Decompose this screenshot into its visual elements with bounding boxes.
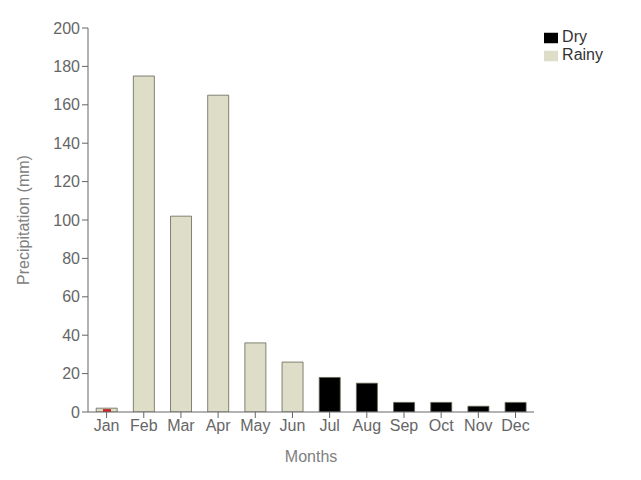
- svg-text:Jun: Jun: [280, 417, 306, 434]
- svg-text:0: 0: [71, 404, 80, 421]
- svg-text:60: 60: [62, 288, 80, 305]
- svg-text:Aug: Aug: [353, 417, 381, 434]
- svg-text:160: 160: [53, 96, 80, 113]
- svg-text:Months: Months: [285, 448, 337, 465]
- svg-text:Jul: Jul: [319, 417, 339, 434]
- svg-text:Sep: Sep: [390, 417, 419, 434]
- svg-text:Precipitation (mm): Precipitation (mm): [15, 155, 32, 285]
- svg-text:Nov: Nov: [464, 417, 492, 434]
- svg-text:80: 80: [62, 250, 80, 267]
- svg-text:100: 100: [53, 212, 80, 229]
- svg-text:20: 20: [62, 365, 80, 382]
- svg-text:Mar: Mar: [167, 417, 195, 434]
- svg-text:180: 180: [53, 58, 80, 75]
- svg-text:40: 40: [62, 327, 80, 344]
- html-text:Rainy: Rainy: [562, 46, 603, 63]
- svg-text:Dec: Dec: [501, 417, 529, 434]
- svg-text:May: May: [240, 417, 270, 434]
- html-text:Dry: Dry: [562, 28, 587, 45]
- svg-text:Feb: Feb: [130, 417, 158, 434]
- svg-text:120: 120: [53, 173, 80, 190]
- svg-text:Oct: Oct: [429, 417, 454, 434]
- svg-text:200: 200: [53, 20, 80, 37]
- svg-text:Jan: Jan: [94, 417, 120, 434]
- svg-text:Apr: Apr: [206, 417, 232, 434]
- svg-text:140: 140: [53, 135, 80, 152]
